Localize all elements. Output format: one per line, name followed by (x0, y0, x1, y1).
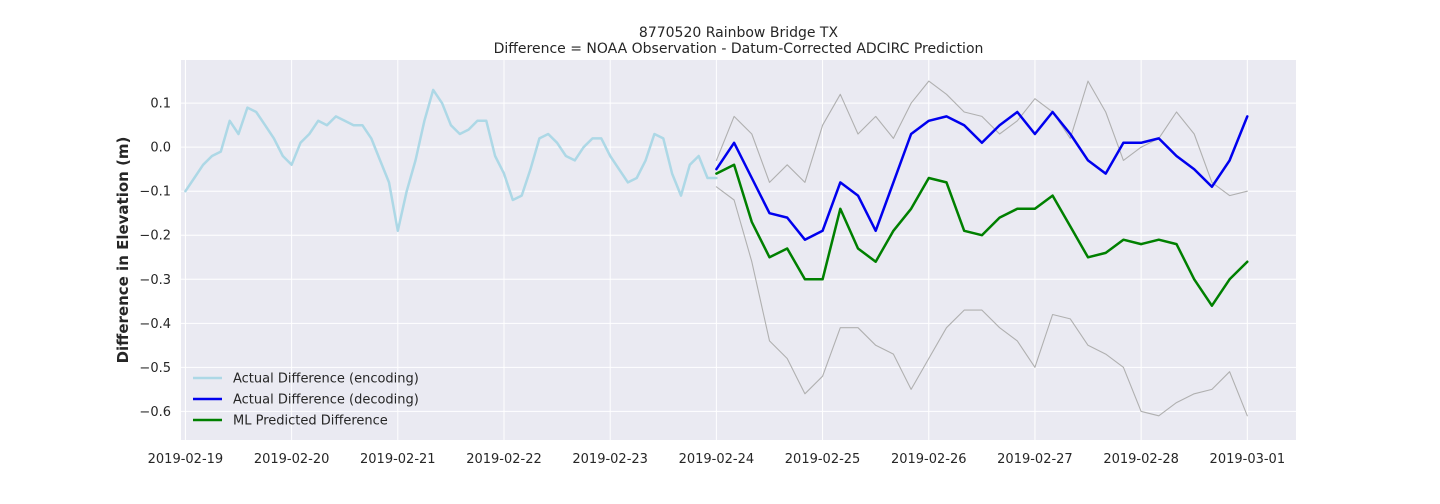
x-tick-label: 2019-02-24 (679, 452, 755, 467)
y-axis-label: Difference in Elevation (m) (114, 137, 132, 364)
x-tick-label: 2019-02-25 (785, 452, 861, 467)
x-tick-label: 2019-02-20 (254, 452, 330, 467)
x-tick-label: 2019-02-22 (466, 452, 542, 467)
y-tick-label: −0.3 (139, 273, 171, 288)
chart-subtitle: Difference = NOAA Observation - Datum-Co… (494, 41, 984, 57)
y-tick-label: −0.4 (139, 317, 171, 332)
x-tick-label: 2019-02-27 (997, 452, 1073, 467)
y-axis-ticks: 0.1 0.0 −0.1 −0.2 −0.3 −0.4 −0.5 −0.6 (139, 97, 171, 420)
y-tick-label: −0.1 (139, 185, 171, 200)
y-tick-label: 0.0 (150, 141, 171, 156)
x-tick-label: 2019-02-21 (360, 452, 436, 467)
legend-label: ML Predicted Difference (233, 414, 388, 429)
x-tick-label: 2019-02-23 (572, 452, 648, 467)
legend: Actual Difference (encoding) Actual Diffe… (193, 372, 419, 429)
series-line-0 (184, 88, 718, 233)
x-tick-label: 2019-02-26 (891, 452, 967, 467)
uncertainty-bound-line (715, 186, 1248, 417)
y-tick-label: −0.6 (139, 405, 171, 420)
series-line-1 (715, 110, 1249, 241)
y-tick-label: −0.5 (139, 361, 171, 376)
grid-layer (181, 60, 1296, 440)
chart-title: 8770520 Rainbow Bridge TX (639, 25, 839, 41)
x-axis-ticks: 2019-02-19 2019-02-20 2019-02-21 2019-02-22… (148, 452, 1285, 467)
x-tick-label: 2019-02-28 (1103, 452, 1179, 467)
series-layer (184, 80, 1249, 417)
legend-label: Actual Difference (encoding) (233, 372, 419, 387)
y-tick-label: 0.1 (150, 97, 171, 112)
y-tick-label: −0.2 (139, 229, 171, 244)
legend-label: Actual Difference (decoding) (233, 393, 419, 408)
x-tick-label: 2019-03-01 (1210, 452, 1286, 467)
series-line-2 (715, 163, 1249, 307)
x-tick-label: 2019-02-19 (148, 452, 224, 467)
